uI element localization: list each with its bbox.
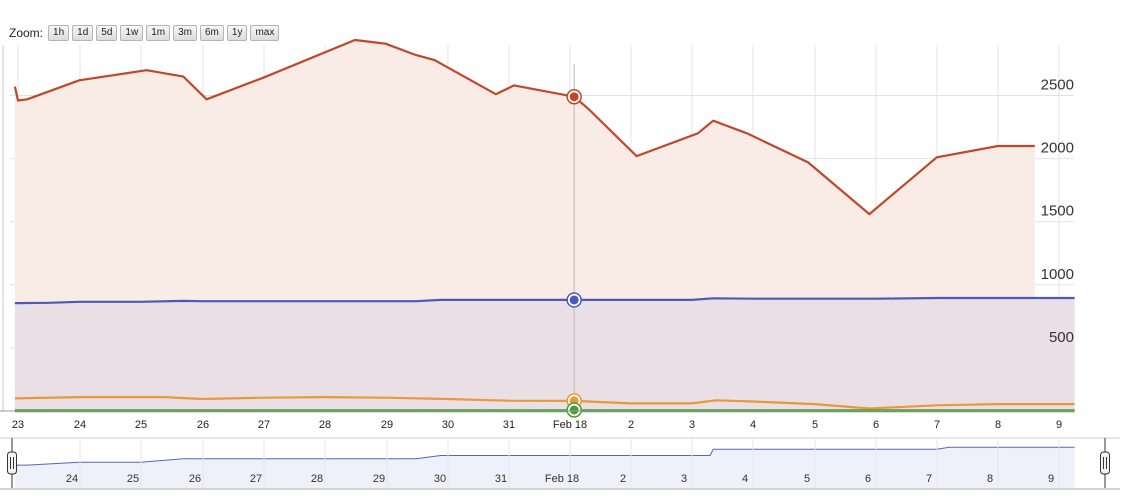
x-tick-label-2: 25 [135,419,147,431]
navigator-tick-label-13: 6 [865,473,871,485]
x-tick-label-7: 30 [442,419,454,431]
x-tick-label-4: 27 [258,419,270,431]
navigator-tick-label-0: 24 [66,473,78,485]
navigator-tick-label-10: 3 [681,473,687,485]
navigator-area [14,447,1075,488]
y-tick-label-4: 2500 [1041,76,1074,93]
navigator-tick-label-11: 4 [742,473,748,485]
y-tick-label-0: 500 [1049,329,1074,346]
x-tick-label-0: 23 [12,419,24,431]
zoom-bar: Zoom: 1h 1d 5d 1w 1m 3m 6m 1y max [9,24,280,41]
y-tick-label-3: 2000 [1041,140,1074,157]
zoom-1m-button[interactable]: 1m [146,24,171,41]
series-line-1 [14,296,1075,305]
y-tick-label-2: 1500 [1041,203,1074,220]
y-tick-label-1: 1000 [1041,266,1074,283]
zoom-6m-button[interactable]: 6m [200,24,224,41]
navigator-tick-label-2: 26 [189,473,201,485]
y-axis: 500 1000 1500 2000 2500 [1041,76,1074,345]
x-axis: 23 24 25 26 27 28 29 30 31 Feb 18 2 3 4 5 6 7 8 9 [0,410,1074,431]
x-tick-label-9: Feb 18 [553,419,587,431]
series-area-1 [14,298,1075,411]
navigator-tick-label-3: 27 [250,473,262,485]
plot-areas [14,40,1075,411]
zoom-1w-button[interactable]: 1w [120,24,144,41]
x-tick-label-3: 26 [197,419,209,431]
navigator-right-handle[interactable] [1100,451,1110,475]
zoom-max-button[interactable]: max [250,24,280,41]
navigator-tick-label-16: 9 [1048,473,1054,485]
x-tick-label-1: 24 [74,419,86,431]
series-line-0 [13,38,1035,216]
marker-dot-1 [569,295,579,305]
x-tick-label-12: 4 [750,419,756,431]
x-tick-label-14: 6 [873,419,879,431]
navigator-line [14,446,1075,466]
zoom-1y-button[interactable]: 1y [226,24,248,41]
zoom-3m-button[interactable]: 3m [173,24,197,41]
x-tick-label-15: 7 [934,419,940,431]
navigator-tick-label-14: 7 [926,473,932,485]
navigator-tick-label-5: 29 [373,473,385,485]
zoom-label: Zoom: [9,25,44,40]
navigator-left-handle[interactable] [7,451,17,475]
zoom-5d-button[interactable]: 5d [96,24,118,41]
x-tick-label-6: 29 [381,419,393,431]
navigator-tick-label-4: 28 [311,473,323,485]
navigator-tick-label-12: 5 [804,473,810,485]
navigator-tick-label-6: 30 [434,473,446,485]
marker-dot-0 [569,92,579,102]
x-tick-label-11: 3 [689,419,695,431]
x-tick-label-5: 28 [319,419,331,431]
navigator-tick-label-8: Feb 18 [545,473,579,485]
zoom-1h-button[interactable]: 1h [48,24,70,41]
zoom-1d-button[interactable]: 1d [72,24,94,41]
navigator-tick-label-9: 2 [620,473,626,485]
navigator-tick-label-1: 25 [127,473,139,485]
x-tick-label-16: 8 [995,419,1001,431]
hover-markers [566,88,582,418]
navigator[interactable]: 24 25 26 27 28 29 30 31 Feb 18 2 3 4 5 6 7 8 9 [0,437,1120,490]
x-tick-label-17: 9 [1056,419,1062,431]
x-tick-label-13: 5 [812,419,818,431]
marker-dot-3 [569,405,579,415]
navigator-tick-label-15: 8 [987,473,993,485]
navigator-tick-label-7: 31 [495,473,507,485]
x-tick-label-8: 31 [503,419,515,431]
x-tick-label-10: 2 [628,419,634,431]
